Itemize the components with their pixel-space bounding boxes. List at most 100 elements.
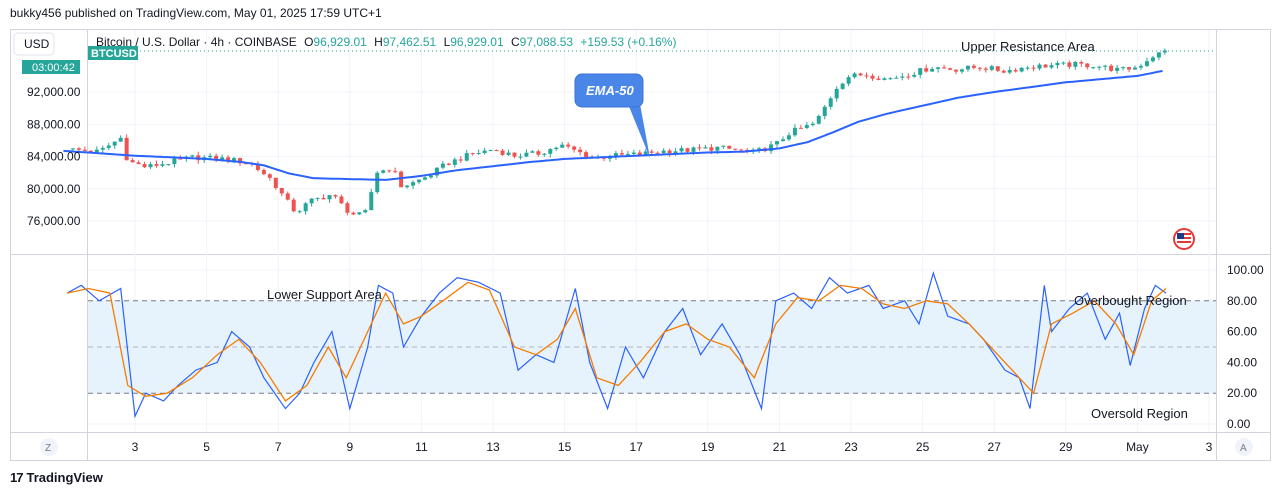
candle — [279, 187, 284, 197]
auto-scale-button-label: A — [1240, 443, 1247, 454]
time-tick-label: 15 — [558, 440, 572, 454]
candle — [327, 194, 332, 203]
price-tick-label: 76,000.00 — [27, 214, 81, 228]
candle — [918, 67, 923, 79]
candle — [822, 104, 827, 120]
candle — [548, 148, 553, 158]
candle — [876, 75, 881, 81]
tradingview-logo[interactable]: 17 TradingView — [10, 470, 103, 485]
candle — [142, 161, 147, 169]
candle — [482, 147, 487, 155]
candle — [924, 64, 929, 73]
candle — [942, 64, 947, 69]
candle — [303, 202, 308, 215]
price-tick-label: 80,000.00 — [27, 182, 81, 196]
candle — [894, 75, 899, 79]
candle — [166, 163, 171, 166]
candle — [1073, 60, 1078, 70]
candle — [1043, 64, 1048, 68]
candle — [619, 149, 624, 156]
candle — [900, 73, 905, 81]
candle — [1055, 60, 1060, 69]
candle — [542, 153, 547, 157]
low-label: L — [444, 35, 451, 49]
symbol-name: Bitcoin / U.S. Dollar · 4h · COINBASE — [96, 35, 297, 49]
candle — [727, 145, 732, 150]
candle — [703, 144, 708, 149]
candle — [267, 173, 272, 181]
candle — [440, 160, 445, 170]
candle — [124, 134, 129, 161]
high-label: H — [374, 35, 383, 49]
candle — [417, 179, 422, 185]
candle — [554, 146, 559, 151]
osc-tick-label: 80.00 — [1227, 294, 1257, 308]
candle — [315, 197, 320, 202]
chart-frame — [10, 29, 1271, 461]
candle — [446, 162, 451, 166]
auto-scale-button[interactable] — [1235, 438, 1253, 456]
candle — [1019, 67, 1024, 73]
candle — [834, 86, 839, 102]
candle — [840, 82, 845, 90]
candle — [852, 72, 857, 79]
ema-callout-label: EMA-50 — [586, 83, 634, 98]
ema-50-line — [63, 69, 1163, 181]
candle — [530, 150, 535, 153]
candle — [464, 149, 469, 162]
candle — [1133, 65, 1138, 70]
candle — [769, 140, 774, 154]
candle — [846, 75, 851, 87]
candle — [983, 66, 988, 73]
ticker-badge-label: BTCUSD — [91, 48, 137, 60]
zoom-button[interactable] — [40, 438, 58, 456]
candle — [858, 72, 863, 77]
candle — [882, 77, 887, 81]
candle — [1007, 66, 1012, 75]
candle — [971, 63, 976, 70]
time-tick-label: 25 — [916, 440, 930, 454]
us-flag-icon[interactable] — [1173, 228, 1195, 250]
open-value: 96,929.01 — [313, 35, 367, 49]
candle — [1001, 69, 1006, 74]
candle — [506, 149, 511, 156]
candle — [655, 151, 660, 154]
candle — [1079, 60, 1084, 67]
candle — [154, 160, 159, 168]
candle — [387, 169, 392, 173]
candle — [1109, 63, 1114, 73]
osc-tick-label: 60.00 — [1227, 325, 1257, 339]
stoch-d-line — [66, 281, 1167, 402]
low-value: 96,929.01 — [450, 35, 504, 49]
candle — [309, 198, 314, 207]
candle — [989, 64, 994, 72]
candle — [906, 73, 911, 80]
candle — [411, 180, 416, 190]
time-tick-label: 5 — [203, 440, 210, 454]
candle — [739, 148, 744, 151]
tradingview-mark-icon: 17 — [10, 470, 24, 485]
candle — [631, 149, 636, 156]
time-tick-label: 13 — [486, 440, 500, 454]
countdown-badge — [22, 60, 80, 74]
candle — [351, 211, 356, 216]
overbought-label: Overbought Region — [1074, 293, 1187, 308]
candle — [273, 177, 278, 190]
candle — [297, 209, 302, 214]
candle — [828, 96, 833, 110]
price-tick-label: 92,000.00 — [27, 85, 81, 99]
candle — [721, 145, 726, 150]
candle — [667, 148, 672, 157]
candle — [1150, 55, 1155, 63]
candle — [733, 148, 738, 151]
candle — [130, 158, 135, 163]
candle — [393, 167, 398, 174]
candle — [1013, 67, 1018, 73]
candle — [572, 145, 577, 153]
candle — [912, 72, 917, 78]
candle — [1061, 61, 1066, 66]
currency-button[interactable] — [13, 32, 55, 56]
candle — [476, 149, 481, 155]
time-tick-label: May — [1126, 440, 1149, 454]
